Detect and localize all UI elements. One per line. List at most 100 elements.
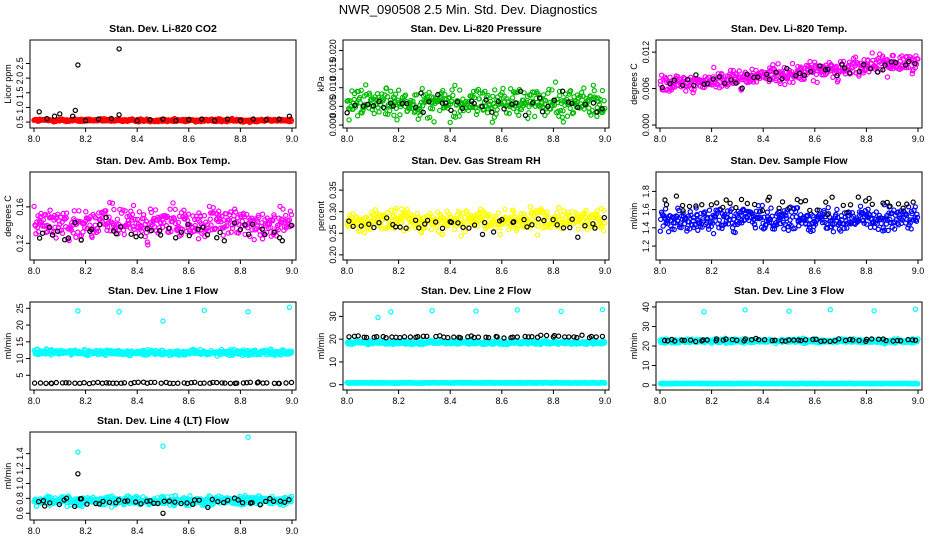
data-point: [207, 380, 213, 386]
data-point: [673, 193, 680, 199]
data-point: [542, 97, 549, 104]
data-point: [594, 109, 600, 115]
data-point: [95, 116, 102, 122]
y-tick-label: 0.000: [328, 114, 338, 137]
y-tick-label: 0.012: [641, 41, 651, 64]
data-point: [288, 379, 295, 386]
data-point: [439, 225, 446, 231]
data-point: [358, 87, 364, 94]
data-point: [733, 204, 739, 211]
data-point: [875, 226, 881, 232]
data-point: [722, 221, 729, 227]
data-point: [887, 203, 893, 209]
data-point: [744, 200, 751, 207]
data-point: [539, 108, 546, 115]
x-tick-label: 8.0: [341, 134, 354, 144]
data-point: [514, 334, 521, 340]
data-point: [806, 221, 813, 228]
data-point: [391, 112, 397, 119]
data-point: [66, 380, 72, 386]
x-tick-label: 8.0: [341, 396, 354, 406]
data-point: [782, 81, 788, 88]
data-point: [846, 70, 853, 76]
data-point: [268, 225, 274, 231]
data-point: [228, 209, 234, 215]
data-point: [839, 61, 845, 68]
data-point: [420, 109, 426, 116]
data-point: [172, 235, 179, 241]
data-point: [814, 79, 820, 86]
data-point: [78, 237, 84, 243]
data-point: [473, 308, 479, 314]
data-point: [142, 221, 148, 227]
data-point: [415, 116, 421, 122]
data-point: [447, 119, 453, 126]
data-point: [720, 204, 726, 211]
data-point: [170, 200, 176, 206]
x-tick-label: 8.8: [547, 134, 560, 144]
data-point: [574, 211, 581, 218]
data-point: [60, 210, 66, 217]
data-point: [855, 194, 862, 200]
data-point: [884, 199, 890, 206]
data-point: [222, 380, 228, 386]
data-point: [892, 59, 899, 66]
data-point: [524, 224, 530, 230]
data-point: [744, 71, 750, 77]
data-point: [397, 112, 403, 118]
data-point: [513, 222, 520, 228]
x-tick-label: 8.4: [444, 266, 457, 276]
data-point: [494, 334, 500, 340]
data-point: [438, 220, 444, 226]
data-point: [59, 380, 66, 386]
data-point: [239, 218, 245, 225]
data-point: [352, 102, 358, 109]
data-point: [63, 380, 69, 386]
data-point: [185, 211, 192, 217]
data-point: [63, 210, 70, 216]
y-tick-label: 0.20: [328, 246, 338, 264]
data-point: [76, 208, 82, 214]
data-point: [823, 199, 829, 205]
y-axis-label: ml/min: [316, 333, 326, 360]
data-point: [192, 222, 198, 229]
data-point: [775, 61, 781, 67]
x-tick-label: 8.6: [496, 134, 509, 144]
data-point: [781, 64, 788, 71]
data-point: [537, 104, 543, 110]
data-point: [473, 111, 480, 118]
data-point: [752, 225, 759, 231]
x-tick-label: 8.2: [79, 134, 92, 144]
data-point: [494, 107, 500, 113]
data-point: [443, 100, 449, 106]
data-point: [708, 202, 715, 208]
data-point: [716, 217, 723, 223]
data-point: [448, 219, 455, 226]
data-point: [224, 116, 231, 122]
data-point: [371, 224, 377, 231]
data-point: [534, 232, 541, 238]
y-axis-label: degrees C: [3, 195, 13, 237]
data-point: [878, 220, 884, 227]
data-point: [113, 230, 120, 237]
data-point: [201, 212, 208, 219]
data-point: [545, 214, 552, 220]
data-point: [256, 214, 262, 220]
data-point: [873, 209, 880, 215]
data-point: [793, 72, 799, 79]
x-tick-label: 8.8: [860, 266, 873, 276]
data-point: [807, 58, 813, 65]
data-point: [880, 53, 886, 59]
y-tick-label: 1.4: [641, 222, 651, 235]
data-point: [501, 335, 507, 341]
data-point: [83, 208, 89, 215]
y-tick-label: 25: [15, 303, 25, 313]
data-point: [454, 99, 461, 105]
data-point: [259, 226, 265, 232]
data-point: [790, 79, 796, 86]
data-point: [53, 235, 59, 241]
data-point: [555, 333, 562, 339]
data-point: [427, 210, 433, 217]
